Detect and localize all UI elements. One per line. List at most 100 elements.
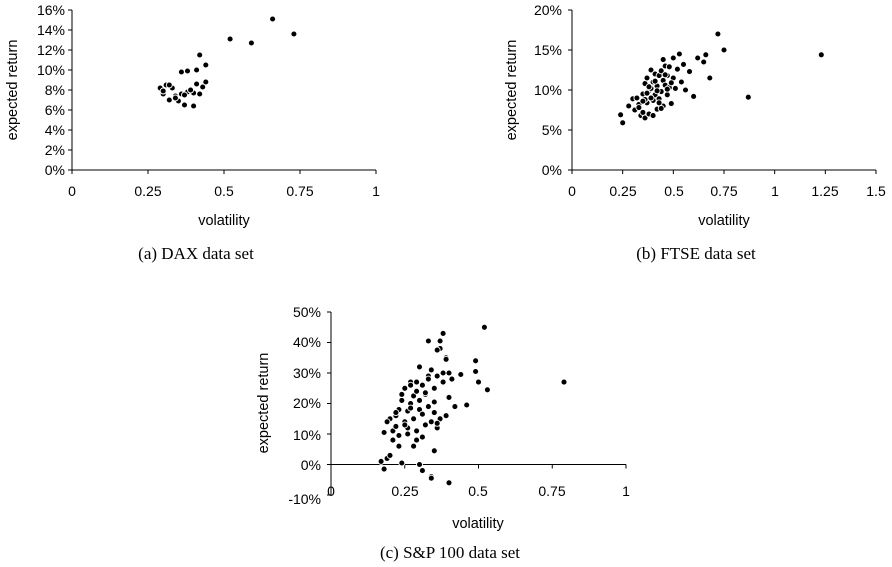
data-point bbox=[690, 92, 698, 100]
data-point bbox=[661, 71, 669, 79]
data-point bbox=[430, 447, 438, 455]
data-point bbox=[413, 378, 421, 386]
data-point bbox=[617, 111, 625, 119]
data-point bbox=[177, 68, 185, 76]
y-axis-title: expected return bbox=[5, 40, 21, 141]
data-point bbox=[171, 94, 179, 102]
data-point bbox=[433, 346, 441, 354]
data-point bbox=[413, 387, 421, 395]
data-point bbox=[418, 381, 426, 389]
data-point bbox=[675, 50, 683, 58]
panel-caption: (b) FTSE data set bbox=[636, 244, 756, 263]
data-point bbox=[663, 91, 671, 99]
data-point bbox=[483, 386, 491, 394]
x-tick-label: 0.25 bbox=[134, 183, 161, 199]
data-point bbox=[653, 87, 661, 95]
data-point bbox=[398, 396, 406, 404]
data-point bbox=[686, 68, 693, 76]
y-tick-label: 20% bbox=[534, 2, 562, 18]
y-tick-label: 10% bbox=[293, 427, 321, 443]
data-point bbox=[165, 96, 173, 104]
data-point bbox=[647, 94, 655, 102]
data-point bbox=[457, 371, 465, 378]
data-point bbox=[226, 35, 234, 43]
data-point bbox=[625, 102, 633, 110]
data-point bbox=[181, 91, 188, 99]
data-point bbox=[401, 421, 409, 429]
data-point bbox=[413, 427, 421, 435]
data-point bbox=[651, 77, 659, 85]
data-point bbox=[663, 85, 671, 93]
data-point bbox=[445, 369, 453, 377]
data-point bbox=[657, 104, 665, 112]
data-point bbox=[744, 93, 752, 101]
data-point bbox=[199, 83, 207, 91]
data-point bbox=[445, 393, 453, 401]
x-tick-label: 0.75 bbox=[538, 483, 565, 499]
data-point bbox=[433, 419, 441, 427]
data-point bbox=[694, 54, 702, 62]
data-point bbox=[416, 396, 423, 404]
y-tick-label: 12% bbox=[37, 42, 65, 58]
data-point bbox=[442, 412, 450, 420]
y-tick-label: 2% bbox=[45, 142, 65, 158]
data-point bbox=[706, 74, 714, 82]
data-point bbox=[436, 337, 444, 345]
data-point bbox=[665, 63, 673, 71]
data-point bbox=[635, 104, 643, 112]
data-point bbox=[404, 430, 412, 438]
data-point bbox=[643, 89, 651, 97]
y-tick-label: 0% bbox=[45, 162, 65, 178]
y-tick-label: 10% bbox=[37, 62, 65, 78]
data-point bbox=[700, 58, 708, 66]
data-point bbox=[427, 418, 435, 426]
x-tick-label: 0.75 bbox=[286, 183, 313, 199]
y-tick-label: 40% bbox=[293, 334, 321, 350]
y-axis-title: expected return bbox=[256, 353, 272, 454]
data-point bbox=[389, 436, 397, 444]
x-tick-label: 0.25 bbox=[609, 183, 636, 199]
y-tick-label: 8% bbox=[45, 82, 65, 98]
x-axis-title: volatility bbox=[698, 213, 750, 229]
data-point bbox=[416, 363, 423, 371]
x-tick-label: 0.75 bbox=[710, 183, 737, 199]
y-axis-title: expected return bbox=[504, 40, 520, 141]
data-point bbox=[475, 378, 482, 386]
data-point bbox=[424, 375, 432, 383]
data-point bbox=[633, 94, 641, 102]
data-point bbox=[392, 422, 400, 430]
data-point bbox=[643, 74, 651, 82]
data-point bbox=[193, 80, 201, 88]
x-tick-label: 1.5 bbox=[866, 183, 886, 199]
data-point bbox=[673, 65, 681, 73]
y-tick-label: 15% bbox=[534, 42, 562, 58]
x-tick-label: 0.5 bbox=[468, 483, 488, 499]
sp100-chart-panel: -10% 0% 10% 20% 30% 40% 50% 0 0.25 0.5 0… bbox=[256, 304, 630, 562]
data-point bbox=[407, 381, 415, 389]
data-point bbox=[418, 410, 426, 418]
data-point bbox=[416, 461, 423, 468]
data-point bbox=[190, 102, 198, 110]
ftse-chart-panel: 0% 5% 10% 15% 20% 0 0.25 0.5 0.75 1 1.25… bbox=[504, 2, 886, 263]
x-tick-label: 0 bbox=[68, 183, 76, 199]
data-point bbox=[269, 15, 277, 23]
data-point bbox=[421, 389, 429, 397]
data-point bbox=[407, 404, 415, 412]
data-point bbox=[202, 78, 210, 86]
data-point bbox=[413, 436, 421, 444]
data-point bbox=[439, 378, 447, 386]
data-point bbox=[383, 418, 391, 426]
data-point bbox=[677, 78, 685, 86]
y-tick-label: 14% bbox=[37, 22, 65, 38]
x-tick-label: 1 bbox=[622, 483, 630, 499]
x-tick-label: 1 bbox=[771, 183, 779, 199]
data-point bbox=[430, 384, 438, 392]
data-point bbox=[714, 30, 722, 38]
data-point bbox=[451, 403, 459, 411]
data-point bbox=[427, 474, 435, 482]
data-point bbox=[639, 97, 647, 105]
data-point bbox=[398, 459, 406, 467]
data-point bbox=[202, 61, 210, 69]
data-point bbox=[395, 432, 403, 439]
